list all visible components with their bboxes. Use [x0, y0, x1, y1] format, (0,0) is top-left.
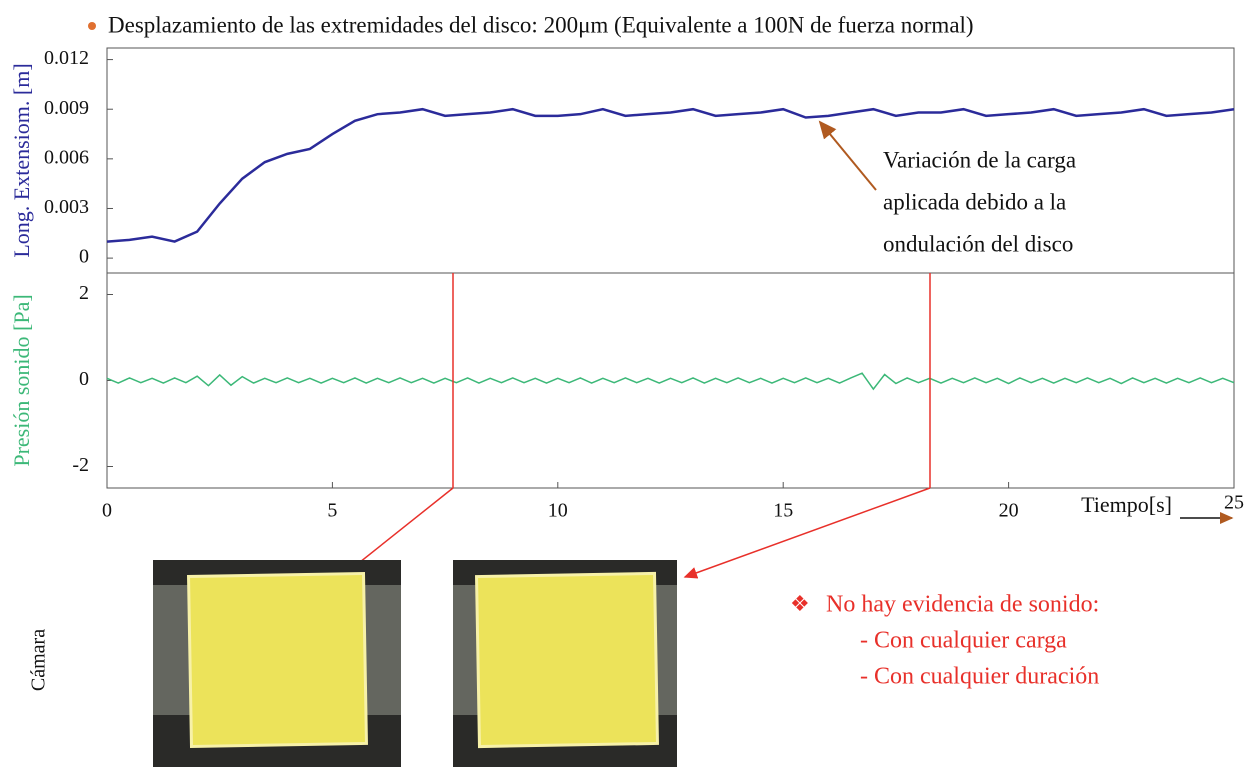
y-axis-label: Presión sonido [Pa] — [9, 294, 34, 466]
note: - Con cualquier duración — [860, 664, 1099, 690]
x-tick-label: 5 — [327, 500, 337, 522]
note: No hay evidencia de sonido: — [826, 592, 1099, 618]
annotation: aplicada debido a la — [883, 189, 1066, 214]
photo — [153, 560, 401, 767]
data-line — [106, 372, 1235, 391]
y-tick-label: 0.003 — [44, 196, 89, 218]
marker-arrow — [343, 487, 454, 575]
x-tick-label: 20 — [999, 500, 1019, 522]
annotation: Variación de la carga — [883, 147, 1076, 172]
title: Desplazamiento de las extremidades del d… — [108, 12, 974, 37]
x-tick-label: 0 — [102, 500, 112, 522]
annotation: ondulación del disco — [883, 231, 1073, 256]
y-tick-label: 0.009 — [44, 97, 89, 119]
y-tick-label: -2 — [72, 454, 89, 476]
y-tick-label: 0.012 — [44, 47, 89, 69]
plots: 0 0.003 0.006 0.009 0.012 Long. Extensiom. [m… — [9, 47, 1244, 521]
y-tick-label: 0 — [79, 368, 89, 390]
x-tick-label: 15 — [773, 500, 793, 522]
note: - Con cualquier carga — [860, 628, 1067, 654]
y-axis-label: Long. Extensiom. [m] — [9, 63, 34, 257]
plot-frame — [106, 47, 1235, 489]
x-axis-label: Tiempo[s] — [1081, 492, 1172, 517]
y-tick-label: 2 — [79, 282, 89, 304]
data-line — [106, 107, 1235, 243]
x-tick-label: 10 — [548, 500, 568, 522]
camera-label: Cámara — [28, 629, 50, 691]
marker-arrow — [683, 487, 931, 579]
x-tick-label: 25 — [1224, 492, 1244, 514]
annotation-arrow — [818, 120, 877, 191]
y-tick-label: 0 — [79, 246, 89, 268]
title-bullet — [88, 22, 96, 30]
note-bullet: ❖ — [790, 591, 810, 616]
photo — [453, 560, 677, 767]
y-tick-label: 0.006 — [44, 146, 89, 168]
